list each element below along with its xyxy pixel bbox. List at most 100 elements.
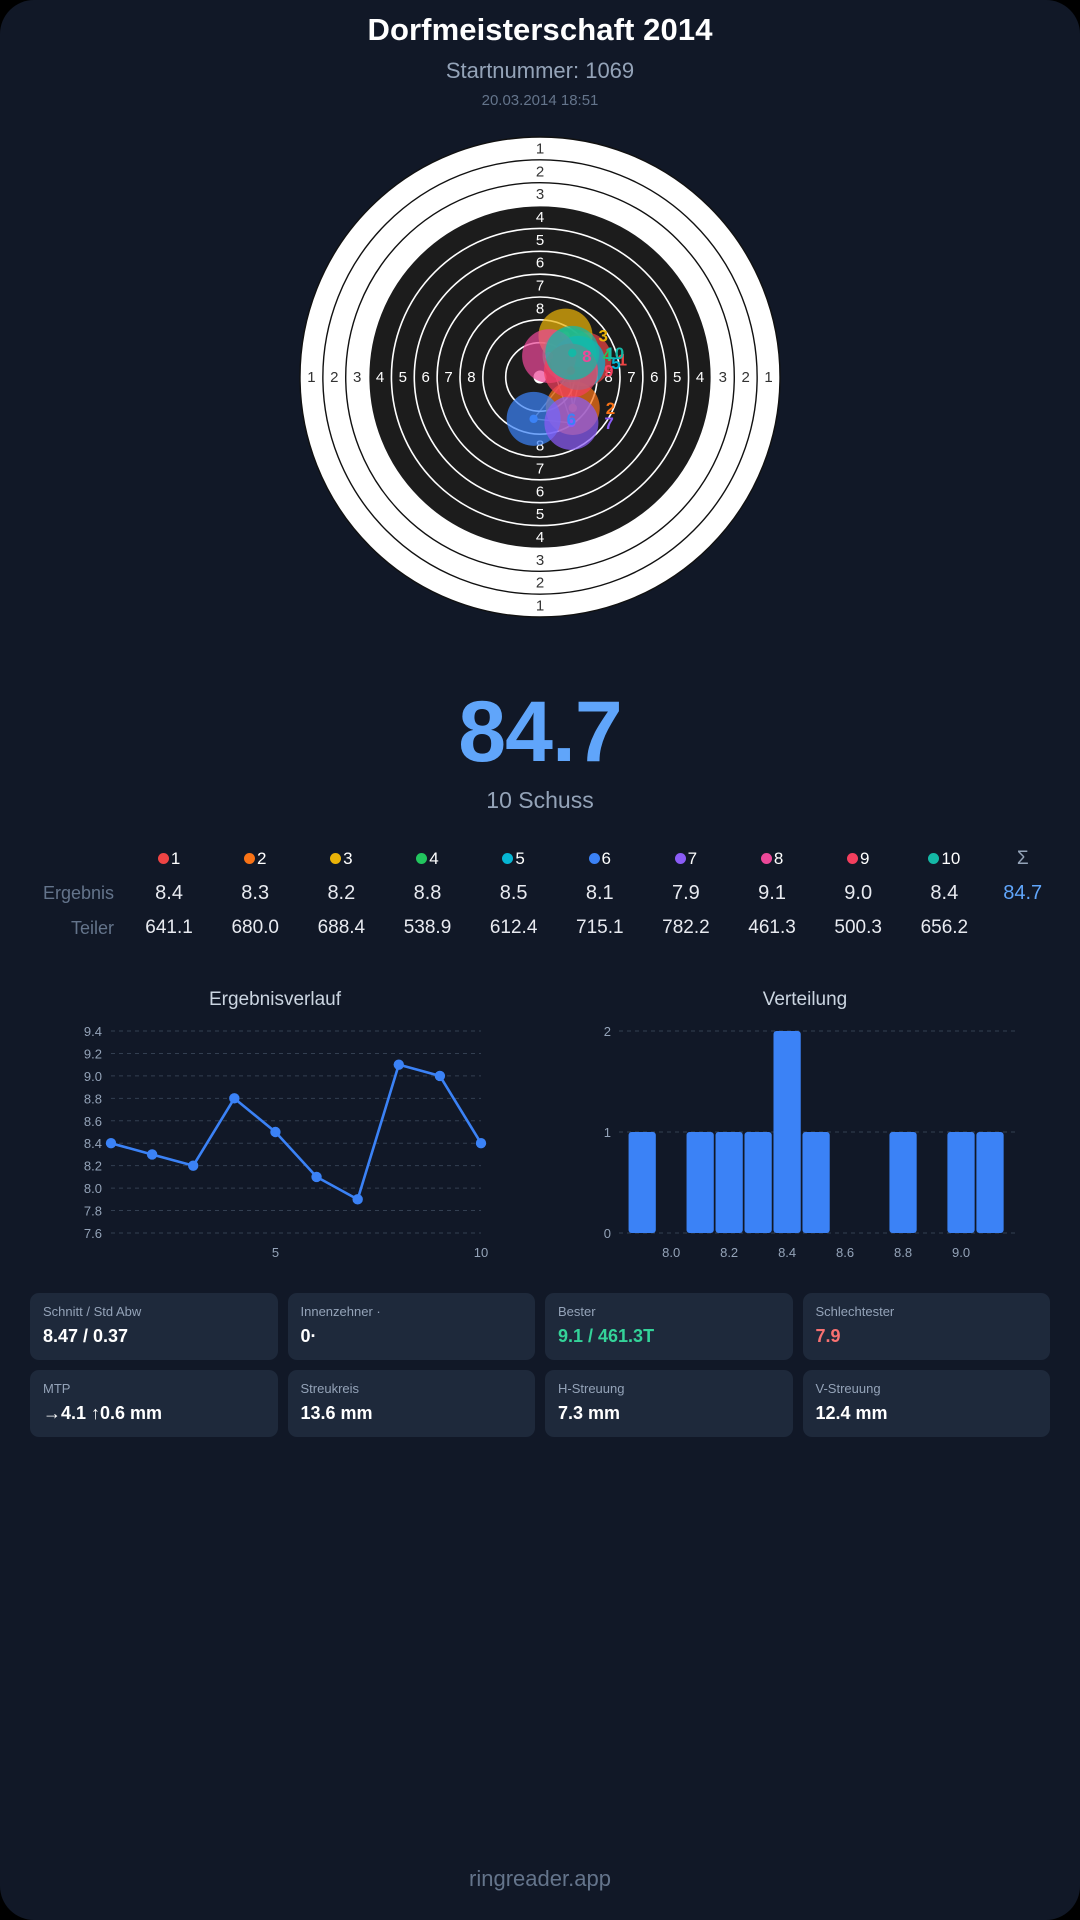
teiler-value: 500.3	[834, 917, 882, 938]
svg-text:5: 5	[536, 232, 544, 249]
svg-text:4: 4	[376, 369, 384, 386]
shot-header-10[interactable]: 10	[901, 842, 987, 876]
shot-header-4[interactable]: 4	[384, 842, 470, 876]
shot-number-label: 7	[687, 849, 698, 868]
svg-text:4: 4	[536, 529, 544, 546]
sum-value: 84.7	[1003, 882, 1043, 904]
svg-text:7: 7	[444, 369, 452, 386]
svg-text:8: 8	[604, 369, 612, 386]
page-title: Dorfmeisterschaft 2014	[367, 12, 713, 47]
stat-card: H-Streuung 7.3 mm	[545, 1370, 793, 1437]
shot-number-label: 8	[773, 849, 784, 868]
stat-value: →4.1 ↑0.6 mm	[43, 1403, 163, 1423]
stat-label: H-Streuung	[558, 1381, 625, 1396]
stat-value: 0·	[300, 1326, 317, 1346]
stat-value: 9.1 / 461.3T	[558, 1326, 655, 1346]
svg-text:1: 1	[536, 598, 544, 615]
shot-count-label: 10 Schuss	[486, 787, 594, 813]
stat-label: V-Streuung	[815, 1381, 881, 1396]
svg-text:8: 8	[536, 438, 544, 455]
footer-brand: ringreader.app	[469, 1866, 611, 1891]
result-value: 8.3	[241, 882, 270, 904]
shot-header-7[interactable]: 7	[643, 842, 729, 876]
stat-card: V-Streuung 12.4 mm	[802, 1370, 1050, 1437]
teiler-value: 538.9	[403, 917, 452, 938]
shot-color-dot	[416, 853, 428, 865]
stat-value: 12.4 mm	[815, 1403, 888, 1423]
stat-card: Bester 9.1 / 461.3T	[545, 1293, 793, 1360]
svg-text:1: 1	[307, 369, 315, 386]
result-value: 8.4	[930, 882, 959, 904]
teiler-value: 612.4	[489, 917, 538, 938]
shot-header-5[interactable]: 5	[471, 842, 557, 876]
svg-text:7: 7	[536, 460, 544, 477]
svg-text:5: 5	[399, 369, 407, 386]
svg-text:5: 5	[272, 1245, 279, 1260]
svg-text:8.2: 8.2	[720, 1245, 738, 1260]
shot-header-6[interactable]: 6	[557, 842, 643, 876]
result-value: 8.5	[499, 882, 528, 904]
teiler-value: 688.4	[317, 917, 366, 938]
chart-verteilung: Verteilung 0 1 2 8.0 8.2 8.4 8.6 8.8 9.0	[548, 989, 1062, 1271]
chart-title-hist: Verteilung	[762, 989, 848, 1010]
svg-text:7.6: 7.6	[84, 1226, 102, 1241]
table-row-teiler: Teiler 641.1 680.0 688.4 538.9 612.4 715.1 782…	[22, 911, 1058, 945]
svg-text:7: 7	[604, 414, 613, 433]
datetime: 20.03.2014 18:51	[481, 92, 599, 109]
svg-text:7: 7	[536, 278, 544, 295]
svg-text:5: 5	[536, 506, 544, 523]
shot-color-dot	[243, 853, 255, 865]
svg-text:1: 1	[764, 369, 772, 386]
stat-card: Schlechtester 7.9	[802, 1293, 1050, 1360]
svg-text:8: 8	[582, 347, 591, 366]
charts-row: Ergebnisverlauf 7.6 7.8 8.0 8.2 8.4 8.6 8.8 9.0…	[18, 989, 1062, 1271]
stat-card: MTP →4.1 ↑0.6 mm	[30, 1370, 278, 1437]
result-value: 8.4	[155, 882, 183, 904]
svg-text:3: 3	[598, 327, 607, 346]
stat-card: Schnitt / Std Abw 8.47 / 0.37	[30, 1293, 278, 1360]
shots-table: 1 2 3 4 5 6 7 8 9 10 Σ Ergebnis 8.4 8.3 8.2 8.8 8.5 8.1…	[22, 842, 1058, 945]
shot-header-8[interactable]: 8	[729, 842, 815, 876]
svg-text:2: 2	[536, 575, 544, 592]
svg-text:8.4: 8.4	[84, 1136, 102, 1151]
stats-grid: Schnitt / Std Abw 8.47 / 0.37 Innenzehner …	[30, 1293, 1050, 1437]
stat-card: Streukreis 13.6 mm	[287, 1370, 535, 1437]
shot-header-2[interactable]: 2	[212, 842, 298, 876]
svg-text:1: 1	[618, 350, 627, 369]
shot-header-1[interactable]: 1	[126, 842, 212, 876]
table-header-row: 1 2 3 4 5 6 7 8 9 10 Σ	[22, 842, 1058, 876]
svg-text:2: 2	[606, 399, 615, 418]
header-spacer	[22, 842, 126, 876]
svg-text:4: 4	[696, 369, 704, 386]
svg-text:9.4: 9.4	[84, 1024, 102, 1039]
result-value: 8.2	[327, 882, 356, 904]
shot-number-label: 9	[859, 849, 870, 868]
svg-text:8.8: 8.8	[84, 1091, 102, 1106]
svg-text:2: 2	[536, 163, 544, 180]
header: Dorfmeisterschaft 2014 Startnummer: 1069…	[0, 0, 1080, 109]
svg-text:9.0: 9.0	[84, 1069, 102, 1084]
stat-label: Streukreis	[300, 1381, 360, 1396]
shot-number-label: 10	[941, 849, 961, 868]
svg-text:8.6: 8.6	[84, 1114, 102, 1129]
svg-text:8.0: 8.0	[84, 1181, 102, 1196]
shot-color-dot	[846, 853, 858, 865]
result-value: 8.1	[585, 882, 614, 904]
svg-text:4: 4	[536, 209, 544, 226]
shot-header-9[interactable]: 9	[815, 842, 901, 876]
hist-chart-svg: 0 1 2 8.0 8.2 8.4 8.6 8.8 9.0	[604, 1024, 1019, 1260]
svg-text:3: 3	[536, 552, 544, 569]
svg-text:3: 3	[719, 369, 727, 386]
total-score: 84.7	[458, 684, 622, 780]
svg-text:2: 2	[604, 1024, 611, 1039]
teiler-value: 656.2	[920, 917, 969, 938]
svg-text:4: 4	[603, 346, 613, 365]
sum-header: Σ	[1016, 848, 1029, 869]
stat-value: 13.6 mm	[300, 1403, 373, 1423]
svg-text:3: 3	[353, 369, 361, 386]
stat-label: Bester	[558, 1304, 596, 1319]
shot-header-3[interactable]: 3	[298, 842, 384, 876]
shot-color-dot	[760, 853, 772, 865]
